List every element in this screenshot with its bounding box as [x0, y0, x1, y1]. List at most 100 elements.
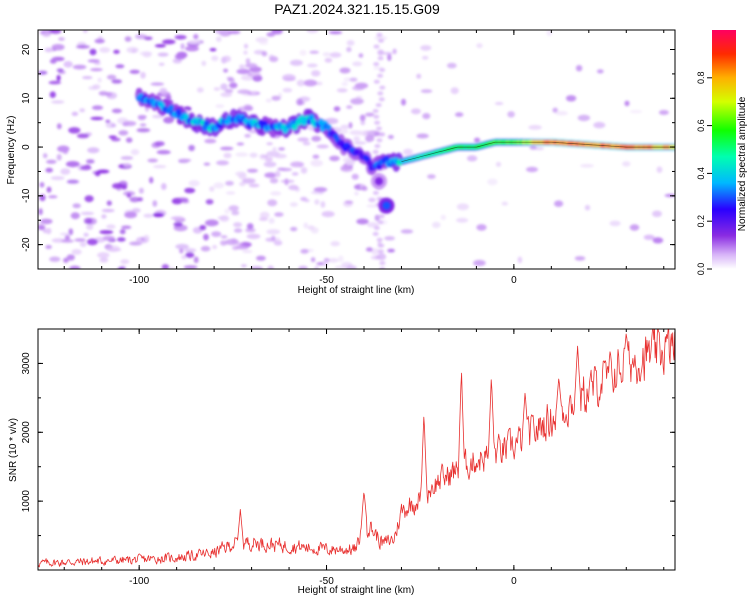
- noise-speckle: [118, 130, 129, 136]
- noise-speckle: [248, 183, 260, 188]
- noise-speckle: [256, 255, 266, 261]
- noise-speckle: [370, 248, 380, 255]
- noise-speckle: [341, 129, 349, 134]
- noise-speckle: [200, 245, 211, 252]
- noise-speckle: [135, 34, 147, 40]
- noise-speckle: [324, 57, 333, 63]
- noise-speckle: [420, 89, 433, 93]
- noise-speckle: [376, 32, 383, 37]
- noise-speckle: [129, 69, 140, 74]
- noise-speckle: [291, 172, 299, 176]
- noise-speckle: [178, 158, 192, 162]
- noise-speckle: [80, 211, 95, 216]
- noise-speckle: [121, 225, 132, 230]
- noise-speckle: [45, 167, 53, 173]
- snr-series-line: [38, 329, 675, 568]
- noise-speckle: [274, 153, 287, 159]
- noise-speckle: [360, 130, 375, 137]
- noise-speckle: [330, 241, 341, 247]
- noise-speckle: [373, 226, 380, 230]
- noise-speckle: [91, 105, 104, 110]
- noise-speckle: [156, 150, 171, 155]
- noise-speckle: [241, 264, 247, 268]
- noise-speckle: [209, 186, 215, 192]
- noise-speckle: [346, 46, 352, 53]
- noise-speckle: [193, 256, 199, 264]
- noise-speckle: [184, 248, 197, 253]
- noise-speckle: [220, 235, 228, 239]
- noise-speckle: [340, 124, 350, 130]
- snr-ytick-label: 2000: [21, 421, 32, 444]
- noise-speckle: [225, 180, 234, 186]
- noise-speckle: [378, 97, 385, 102]
- noise-speckle: [401, 98, 406, 106]
- noise-speckle: [228, 30, 241, 35]
- noise-speckle: [86, 159, 95, 164]
- noise-speckle: [377, 56, 384, 61]
- noise-speckle: [242, 250, 253, 253]
- noise-speckle: [233, 222, 243, 228]
- noise-speckle: [574, 256, 586, 261]
- noise-speckle: [119, 229, 126, 235]
- spectrogram-xtick-label: 0: [511, 275, 517, 286]
- spectrogram-ytick-label: -10: [21, 188, 32, 203]
- noise-speckle: [82, 76, 93, 80]
- noise-speckle: [259, 217, 268, 222]
- noise-speckle: [652, 237, 664, 244]
- noise-speckle: [278, 147, 285, 151]
- spectrogram-ytick-label: 10: [21, 92, 32, 104]
- noise-speckle: [203, 162, 211, 166]
- noise-speckle: [501, 201, 508, 206]
- noise-speckle: [507, 111, 515, 118]
- noise-speckle: [271, 235, 276, 241]
- signal-blob-core: [374, 177, 383, 186]
- noise-speckle: [307, 63, 318, 68]
- noise-speckle: [46, 159, 57, 164]
- noise-speckle: [345, 159, 356, 166]
- noise-speckle: [324, 117, 339, 125]
- noise-speckle: [584, 204, 591, 211]
- colorbar-ticks: 0.0 0.2 0.4 0.6 0.8: [696, 72, 712, 275]
- noise-speckle: [49, 91, 56, 98]
- noise-speckle: [87, 59, 100, 63]
- noise-speckle: [94, 171, 101, 177]
- noise-speckle: [376, 138, 383, 143]
- noise-speckle: [60, 168, 71, 175]
- noise-speckle: [229, 82, 238, 89]
- noise-speckle: [374, 144, 381, 149]
- noise-speckle: [149, 176, 154, 184]
- noise-speckle: [243, 50, 248, 55]
- noise-speckle: [320, 201, 326, 208]
- noise-speckle: [245, 63, 258, 69]
- noise-speckle: [225, 191, 236, 195]
- noise-speckle: [152, 212, 165, 218]
- noise-speckle: [224, 208, 230, 214]
- snr-ticks: -100 -50 0 1000 2000 3000: [21, 328, 675, 587]
- noise-speckle: [372, 190, 379, 195]
- noise-speckle: [259, 153, 267, 161]
- colorbar-gradient: [712, 30, 736, 269]
- noise-speckle: [98, 91, 108, 96]
- noise-speckle: [416, 73, 422, 79]
- snr-ylabel: SNR (10 * v/v): [8, 418, 19, 482]
- noise-speckle: [212, 244, 218, 250]
- noise-speckle: [247, 72, 253, 77]
- noise-speckle: [139, 123, 147, 127]
- noise-speckle: [609, 220, 621, 227]
- noise-speckle: [422, 113, 431, 120]
- ridge-core: [325, 124, 332, 131]
- spectrogram-frame: [37, 29, 676, 270]
- noise-speckle: [69, 265, 81, 269]
- noise-speckle: [94, 61, 101, 65]
- noise-speckle: [652, 210, 662, 218]
- noise-speckle: [56, 154, 62, 161]
- noise-speckle: [378, 214, 385, 219]
- noise-speckle: [244, 133, 251, 138]
- noise-speckle: [455, 112, 464, 117]
- noise-speckle: [151, 142, 161, 149]
- noise-speckle: [74, 238, 86, 242]
- noise-speckle: [239, 64, 245, 70]
- noise-speckle: [351, 173, 359, 180]
- noise-speckle: [289, 59, 303, 66]
- noise-speckle: [220, 146, 234, 151]
